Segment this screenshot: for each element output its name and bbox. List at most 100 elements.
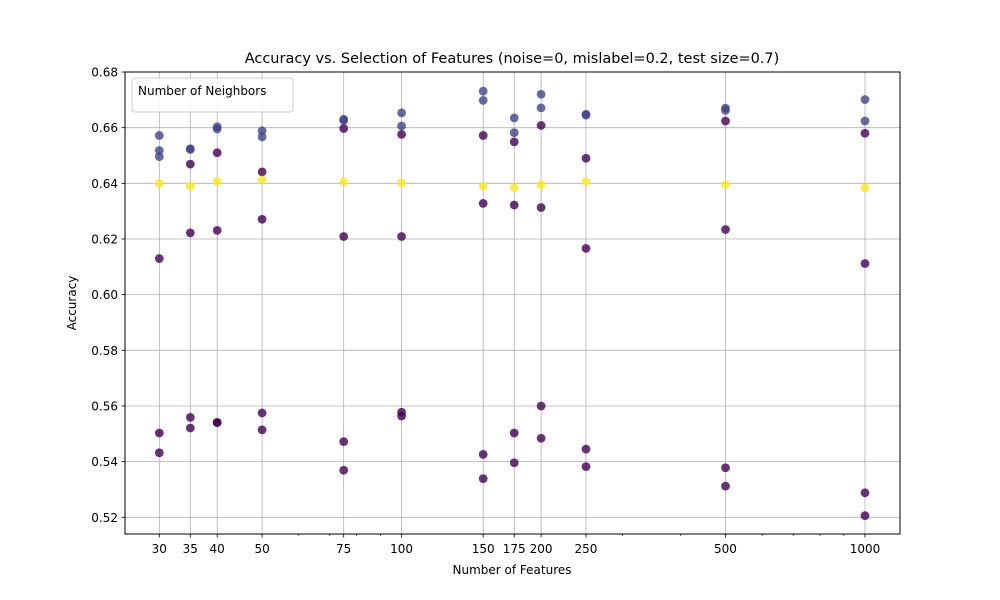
data-point (581, 244, 591, 253)
data-point (581, 177, 591, 187)
x-tick-label: 50 (254, 542, 269, 556)
data-point (212, 176, 222, 186)
data-point (478, 474, 488, 484)
data-point (581, 444, 591, 454)
data-point (257, 175, 267, 185)
data-point (860, 183, 870, 193)
x-tick-label: 250 (575, 542, 598, 556)
x-tick-label: 500 (714, 542, 737, 556)
data-point (212, 148, 222, 158)
data-point (581, 110, 591, 120)
x-tick-label: 200 (530, 542, 553, 556)
data-point (721, 225, 730, 234)
y-tick-label: 0.60 (91, 288, 118, 302)
data-point (721, 481, 730, 491)
legend: Number of Neighbors (131, 77, 294, 113)
data-point (212, 225, 222, 235)
data-point (212, 124, 222, 134)
x-tick-label: 40 (210, 542, 225, 556)
data-point (397, 129, 406, 139)
y-tick-label: 0.56 (91, 399, 118, 413)
data-point (721, 463, 730, 473)
data-point (185, 423, 195, 433)
y-tick-label: 0.52 (91, 511, 118, 525)
data-point (185, 159, 195, 169)
data-point (154, 131, 164, 140)
data-point (721, 180, 730, 189)
data-point (536, 401, 546, 411)
data-point (257, 167, 267, 177)
data-point (339, 232, 349, 241)
data-point (257, 214, 267, 224)
data-point (257, 425, 267, 435)
data-point (509, 137, 519, 147)
y-tick-label: 0.64 (91, 177, 118, 191)
data-point (257, 408, 267, 418)
data-point (257, 132, 267, 142)
data-point (536, 121, 546, 130)
data-point (860, 128, 870, 138)
data-point (478, 95, 488, 105)
data-point (536, 103, 546, 113)
y-tick-label: 0.68 (91, 66, 118, 80)
legend-title: Number of Neighbors (138, 84, 266, 98)
data-point (185, 228, 195, 238)
data-point (185, 181, 195, 191)
data-point (860, 259, 870, 268)
data-point (509, 200, 519, 210)
data-point (721, 106, 730, 115)
data-point (721, 116, 730, 126)
data-point (860, 511, 870, 521)
data-point (212, 417, 222, 427)
data-point (257, 126, 267, 136)
data-point (339, 465, 349, 475)
data-point (154, 146, 164, 155)
data-point (397, 232, 406, 241)
y-tick-label: 0.62 (91, 232, 118, 246)
data-point (581, 462, 591, 472)
data-point (536, 180, 546, 190)
data-point (509, 183, 519, 192)
y-tick-label: 0.58 (91, 344, 118, 358)
x-tick-label: 175 (503, 542, 526, 556)
data-point (509, 458, 519, 468)
plot-area-frame (124, 71, 901, 535)
x-axis-label: Number of Features (453, 563, 572, 577)
data-point (154, 428, 164, 438)
data-point (154, 178, 164, 188)
data-point (154, 254, 164, 263)
data-point (478, 181, 488, 191)
data-point (478, 86, 488, 96)
x-tick-label: 35 (183, 542, 198, 556)
data-point (478, 131, 488, 140)
x-tick-label: 75 (336, 542, 351, 556)
data-point (397, 121, 406, 131)
data-point (397, 108, 406, 118)
x-tick-label: 150 (472, 542, 495, 556)
data-point (339, 116, 349, 125)
data-point (860, 95, 870, 104)
data-point (509, 113, 519, 123)
data-point (397, 178, 406, 188)
data-point (536, 89, 546, 99)
data-point (478, 450, 488, 459)
data-point (536, 433, 546, 443)
data-point (185, 412, 195, 422)
data-point (581, 153, 591, 163)
data-point (339, 437, 349, 446)
x-tick-label: 100 (390, 542, 413, 556)
y-axis-label: Accuracy (65, 276, 79, 331)
x-tick-label: 1000 (850, 542, 881, 556)
data-point (509, 128, 519, 138)
x-axis-ticks: 30 35 40 50 75 100 150 175 200 250 500 1000 (152, 534, 881, 556)
y-axis-ticks: 0.52 0.54 0.56 0.58 0.60 0.62 0.64 0.66 0.68 (91, 66, 125, 525)
legend-box (131, 77, 294, 113)
data-point (154, 448, 164, 458)
data-point (339, 177, 349, 187)
data-point (185, 144, 195, 154)
data-point (339, 124, 349, 133)
data-point (860, 488, 870, 498)
data-point (860, 116, 870, 126)
x-tick-label: 30 (152, 542, 167, 556)
